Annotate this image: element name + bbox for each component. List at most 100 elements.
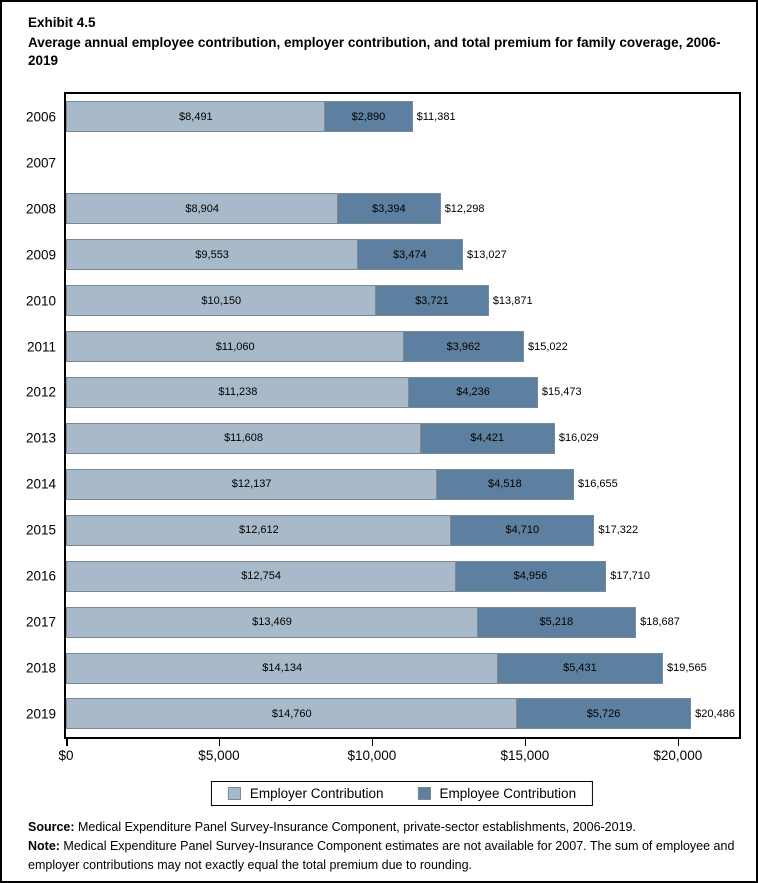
year-label: 2012 <box>25 384 56 400</box>
bar-segment-employer: $13,469 <box>66 606 479 638</box>
bar-segment-employee: $4,421 <box>419 422 555 454</box>
bar-segment-employer: $11,238 <box>66 376 410 408</box>
segment-value-label: $5,726 <box>586 707 621 720</box>
stacked-bar: $9,553 $3,474 $13,027 <box>66 239 739 271</box>
segment-value-label: $5,218 <box>539 616 574 629</box>
bar-segment-employee: $4,710 <box>450 514 595 546</box>
segment-value-label: $11,238 <box>218 386 258 399</box>
footnotes: Source: Medical Expenditure Panel Survey… <box>28 818 736 875</box>
bar-segment-employee: $5,431 <box>496 652 663 684</box>
bar-row: 2010 $10,150 $3,721 $13,871 <box>26 278 739 324</box>
year-label: 2017 <box>25 614 56 630</box>
x-axis-tick <box>371 738 374 746</box>
total-premium-label: $11,381 <box>416 110 456 123</box>
bar-segment-employee: $4,236 <box>408 376 538 408</box>
bar-row: 2017 $13,469 $5,218 $18,687 <box>26 599 739 645</box>
legend-item: Employer Contribution <box>227 786 384 801</box>
year-label: 2011 <box>26 339 56 355</box>
legend-swatch <box>227 787 241 800</box>
year-label: 2009 <box>25 247 56 263</box>
bar-row: 2014 $12,137 $4,518 $16,655 <box>26 461 739 507</box>
title-block: Exhibit 4.5 Average annual employee cont… <box>28 14 734 69</box>
x-axis-tick-label: $10,000 <box>347 748 397 763</box>
bar-segment-employer: $12,137 <box>66 468 438 500</box>
segment-value-label: $11,608 <box>224 432 264 445</box>
segment-value-label: $3,962 <box>446 340 481 353</box>
source-text: Medical Expenditure Panel Survey-Insuran… <box>74 820 636 834</box>
year-label: 2013 <box>25 430 56 446</box>
segment-value-label: $14,760 <box>271 707 312 720</box>
stacked-bar: $14,134 $5,431 $19,565 <box>66 652 739 684</box>
segment-value-label: $5,431 <box>563 662 597 675</box>
note-label: Note: <box>28 839 60 853</box>
legend-label: Employer Contribution <box>249 786 384 801</box>
bar-segment-employee: $3,962 <box>402 331 525 363</box>
stacked-bar: $11,238 $4,236 $15,473 <box>66 376 739 408</box>
segment-value-label: $4,421 <box>470 432 505 445</box>
plot-area: 2006 $8,491 $2,890 $11,381 2007 2008 $8,904 $3,… <box>26 94 739 737</box>
year-label: 2008 <box>25 201 56 217</box>
segment-value-label: $12,137 <box>231 478 272 491</box>
exhibit-number: Exhibit 4.5 <box>28 15 96 30</box>
stacked-bar: $8,491 $2,890 $11,381 <box>66 101 739 133</box>
bar-segment-employer: $11,060 <box>66 331 405 363</box>
segment-value-label: $2,890 <box>351 110 386 123</box>
methodology-note: Note: Medical Expenditure Panel Survey-I… <box>28 837 736 875</box>
x-axis-tick-label: $5,000 <box>198 748 240 763</box>
year-label: 2018 <box>25 660 56 676</box>
legend-item: Employee Contribution <box>417 786 577 801</box>
bar-segment-employer: $9,553 <box>66 239 359 271</box>
stacked-bar: $12,137 $4,518 $16,655 <box>66 468 739 500</box>
segment-value-label: $9,553 <box>195 248 229 261</box>
stacked-bar: $10,150 $3,721 $13,871 <box>66 285 739 317</box>
total-premium-label: $12,298 <box>444 202 485 215</box>
year-label: 2019 <box>25 706 56 722</box>
bar-row: 2019 $14,760 $5,726 $20,486 <box>26 691 739 737</box>
bar-row: 2011 $11,060 $3,962 $15,022 <box>27 324 739 370</box>
segment-value-label: $8,904 <box>185 202 220 215</box>
bar-row: 2008 $8,904 $3,394 $12,298 <box>26 186 739 232</box>
stacked-bar: $11,608 $4,421 $16,029 <box>66 422 739 454</box>
bar-row: 2006 $8,491 $2,890 $11,381 <box>26 94 739 140</box>
bar-segment-employee: $5,726 <box>516 698 692 730</box>
stacked-bar: $12,612 $4,710 $17,322 <box>66 514 739 546</box>
total-premium-label: $13,027 <box>467 248 507 261</box>
year-label: 2006 <box>25 109 56 125</box>
segment-value-label: $4,710 <box>505 524 540 537</box>
x-axis-tick <box>524 738 527 746</box>
segment-value-label: $3,721 <box>415 294 449 307</box>
stacked-bar: $13,469 $5,218 $18,687 <box>66 606 739 638</box>
bar-row: 2016 $12,754 $4,956 $17,710 <box>26 553 739 599</box>
bar-segment-employee: $3,721 <box>374 285 489 317</box>
bar-row: 2009 $9,553 $3,474 $13,027 <box>26 232 739 278</box>
segment-value-label: $4,236 <box>456 386 490 399</box>
bar-segment-employer: $8,491 <box>66 101 326 133</box>
bar-segment-employer: $8,904 <box>66 193 339 225</box>
stacked-bar: $8,904 $3,394 $12,298 <box>66 193 739 225</box>
total-premium-label: $16,655 <box>577 478 618 491</box>
stacked-bar: $12,754 $4,956 $17,710 <box>66 560 739 592</box>
x-axis-tick-label: $20,000 <box>653 748 703 763</box>
x-axis-tick-label: $0 <box>58 748 74 763</box>
legend-label: Employee Contribution <box>439 786 577 801</box>
bar-segment-employer: $14,134 <box>66 652 499 684</box>
bar-segment-employer: $11,608 <box>66 422 422 454</box>
year-label: 2016 <box>25 568 56 584</box>
x-axis-tick <box>218 738 221 746</box>
stacked-bar: $14,760 $5,726 $20,486 <box>66 698 739 730</box>
year-label: 2015 <box>25 522 56 538</box>
total-premium-label: $17,710 <box>610 570 651 583</box>
bar-row: 2018 $14,134 $5,431 $19,565 <box>26 645 739 691</box>
legend-swatch <box>417 787 431 800</box>
segment-value-label: $8,491 <box>179 110 213 123</box>
bar-row: 2012 $11,238 $4,236 $15,473 <box>26 370 739 416</box>
bar-segment-employer: $12,754 <box>66 560 457 592</box>
segment-value-label: $3,394 <box>371 202 406 215</box>
total-premium-label: $16,029 <box>558 432 599 445</box>
total-premium-label: $18,687 <box>640 616 680 629</box>
chart-title: Average annual employee contribution, em… <box>28 34 721 68</box>
total-premium-label: $15,473 <box>541 386 582 399</box>
bar-segment-employee: $3,394 <box>336 193 441 225</box>
total-premium-label: $17,322 <box>598 524 639 537</box>
x-axis-tick-label: $15,000 <box>500 748 550 763</box>
